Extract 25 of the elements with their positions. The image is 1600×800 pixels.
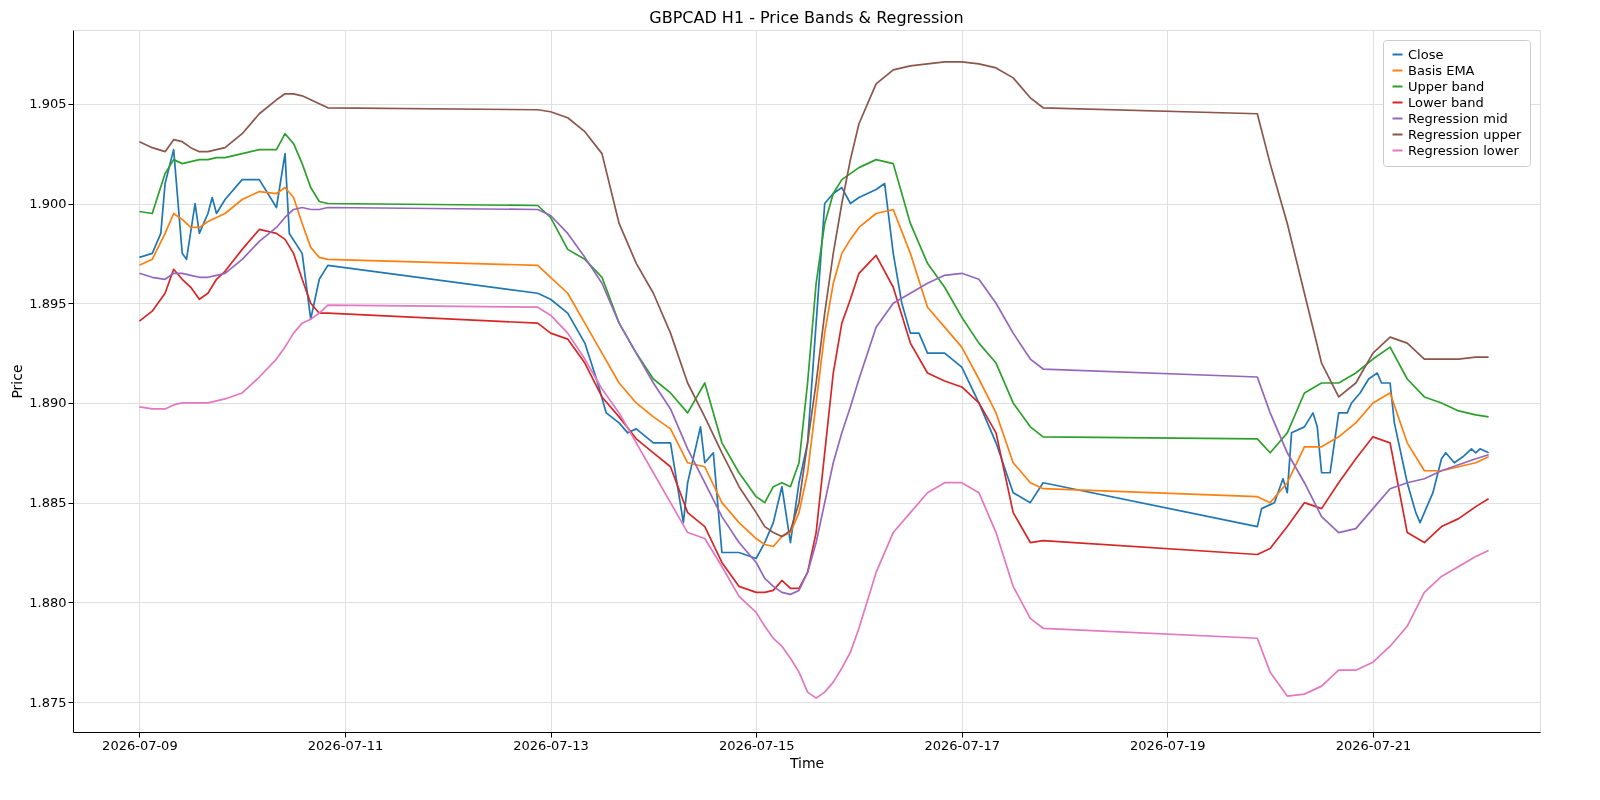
- y-axis-title: Price: [9, 364, 26, 399]
- legend-label: Regression lower: [1408, 142, 1520, 158]
- legend-label: Regression upper: [1408, 126, 1522, 142]
- legend-label: Basis EMA: [1408, 62, 1475, 78]
- x-tick-label: 2026-07-19: [1130, 737, 1206, 753]
- x-tick-label: 2026-07-15: [718, 737, 795, 753]
- y-tick-label: 1.880: [29, 594, 67, 610]
- x-tick-label: 2026-07-13: [513, 737, 589, 753]
- y-tick-label: 1.905: [29, 96, 67, 112]
- legend-label: Lower band: [1408, 94, 1484, 110]
- x-tick-label: 2026-07-21: [1335, 737, 1412, 753]
- line-series: [138, 304, 1490, 699]
- y-tick-label: 1.900: [29, 196, 67, 212]
- y-tick-label: 1.890: [29, 395, 67, 411]
- x-tick-label: 2026-07-09: [102, 737, 178, 753]
- legend-label: Close: [1408, 46, 1444, 62]
- x-tick-label: 2026-07-17: [924, 737, 1001, 753]
- legend-label: Upper band: [1408, 78, 1485, 94]
- y-tick-label: 1.875: [29, 694, 67, 710]
- x-tick-label: 2026-07-11: [307, 737, 384, 753]
- y-tick-label: 1.885: [29, 495, 67, 511]
- chart-title: GBPCAD H1 - Price Bands & Regression: [649, 8, 964, 27]
- legend-label: Regression mid: [1408, 110, 1508, 126]
- x-axis-title: Time: [788, 754, 825, 771]
- y-tick-label: 1.895: [29, 295, 67, 311]
